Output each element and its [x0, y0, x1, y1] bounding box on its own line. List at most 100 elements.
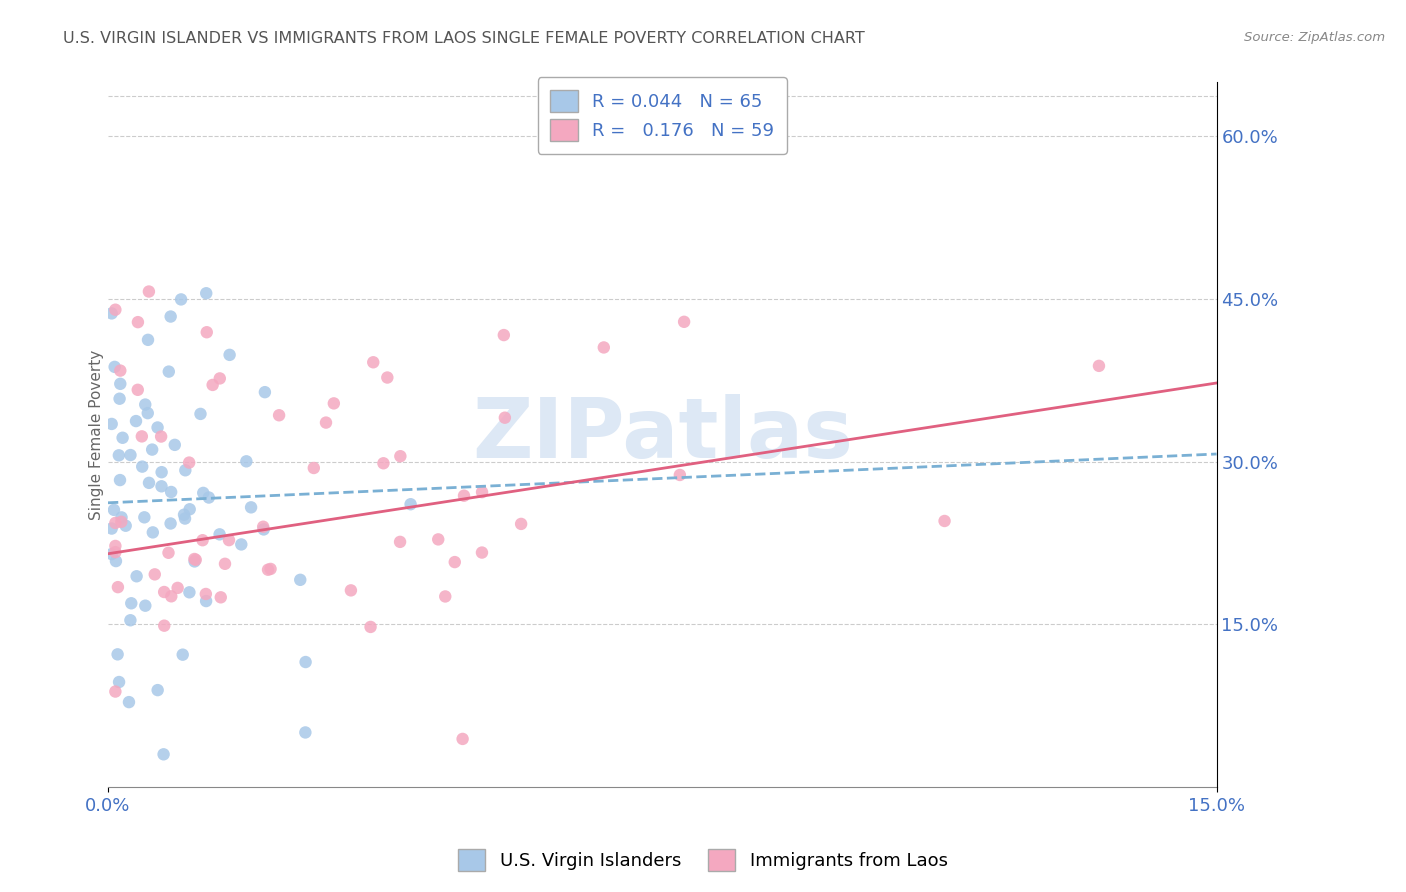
Point: [100, 522, 122, 536]
Point: [443, 555, 465, 569]
Point: [174, 463, 197, 477]
Point: [373, 456, 395, 470]
Point: [138, 285, 160, 299]
Point: [166, 581, 188, 595]
Point: [315, 416, 337, 430]
Point: [198, 491, 221, 505]
Legend: U.S. Virgin Islanders, Immigrants from Laos: U.S. Virgin Islanders, Immigrants from L…: [451, 842, 955, 879]
Point: [170, 293, 193, 307]
Point: [253, 385, 276, 400]
Point: [179, 585, 201, 599]
Point: [120, 448, 142, 462]
Point: [172, 648, 194, 662]
Point: [290, 573, 312, 587]
Point: [235, 454, 257, 468]
Legend: R = 0.044   N = 65, R =   0.176   N = 59: R = 0.044 N = 65, R = 0.176 N = 59: [538, 77, 787, 153]
Point: [183, 554, 205, 568]
Point: [127, 383, 149, 397]
Point: [269, 409, 291, 423]
Point: [201, 378, 224, 392]
Point: [136, 406, 159, 420]
Point: [174, 511, 197, 525]
Point: [143, 567, 166, 582]
Point: [134, 599, 156, 613]
Point: [214, 557, 236, 571]
Point: [259, 562, 281, 576]
Point: [120, 613, 142, 627]
Point: [190, 407, 212, 421]
Point: [120, 596, 142, 610]
Point: [108, 675, 131, 690]
Y-axis label: Single Female Poverty: Single Female Poverty: [90, 350, 104, 520]
Point: [302, 461, 325, 475]
Point: [108, 392, 131, 406]
Point: [110, 363, 132, 377]
Point: [100, 306, 122, 320]
Point: [104, 302, 127, 317]
Point: [160, 485, 183, 500]
Point: [159, 516, 181, 531]
Point: [399, 497, 422, 511]
Text: ZIPatlas: ZIPatlas: [472, 394, 853, 475]
Point: [142, 525, 165, 540]
Point: [934, 514, 956, 528]
Text: U.S. VIRGIN ISLANDER VS IMMIGRANTS FROM LAOS SINGLE FEMALE POVERTY CORRELATION C: U.S. VIRGIN ISLANDER VS IMMIGRANTS FROM …: [63, 31, 865, 46]
Point: [492, 328, 515, 343]
Point: [134, 398, 156, 412]
Point: [104, 516, 127, 530]
Point: [184, 553, 207, 567]
Point: [110, 510, 132, 524]
Point: [173, 508, 195, 522]
Point: [103, 503, 125, 517]
Point: [252, 520, 274, 534]
Point: [100, 417, 122, 431]
Point: [150, 429, 173, 443]
Point: [114, 518, 136, 533]
Point: [111, 431, 134, 445]
Point: [153, 618, 176, 632]
Point: [218, 533, 240, 548]
Point: [208, 371, 231, 385]
Point: [100, 547, 122, 561]
Point: [125, 414, 148, 428]
Point: [510, 516, 533, 531]
Point: [451, 731, 474, 746]
Point: [253, 523, 276, 537]
Point: [104, 684, 127, 698]
Point: [389, 534, 412, 549]
Point: [471, 545, 494, 559]
Point: [191, 533, 214, 548]
Point: [153, 585, 176, 599]
Point: [427, 533, 450, 547]
Point: [110, 376, 132, 391]
Point: [104, 554, 127, 568]
Point: [592, 341, 614, 355]
Point: [146, 420, 169, 434]
Point: [294, 655, 316, 669]
Point: [231, 537, 253, 551]
Point: [471, 485, 494, 500]
Point: [125, 569, 148, 583]
Point: [195, 286, 218, 301]
Point: [257, 563, 280, 577]
Point: [152, 747, 174, 762]
Point: [195, 594, 218, 608]
Point: [157, 546, 180, 560]
Point: [193, 486, 215, 500]
Point: [434, 590, 457, 604]
Point: [108, 448, 131, 462]
Point: [453, 489, 475, 503]
Point: [104, 359, 127, 374]
Point: [669, 467, 692, 482]
Point: [1088, 359, 1111, 373]
Point: [195, 325, 218, 339]
Point: [110, 515, 132, 529]
Point: [141, 442, 163, 457]
Point: [183, 552, 205, 566]
Point: [104, 539, 127, 553]
Point: [322, 396, 344, 410]
Point: [389, 449, 412, 463]
Point: [208, 527, 231, 541]
Point: [294, 725, 316, 739]
Point: [107, 580, 129, 594]
